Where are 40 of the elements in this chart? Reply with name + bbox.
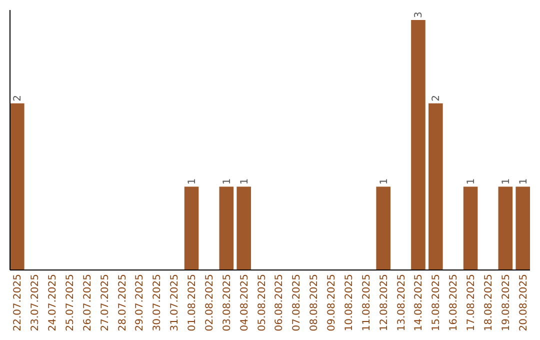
- x-tick-label: 23.07.2025: [30, 274, 42, 332]
- x-tick-label: 06.08.2025: [274, 274, 286, 332]
- x-tick-label: 20.08.2025: [518, 274, 530, 332]
- x-tick-label: 05.08.2025: [256, 274, 268, 332]
- x-tick-label: 09.08.2025: [326, 274, 338, 332]
- x-tick-label: 12.08.2025: [378, 274, 390, 332]
- x-tick-label: 03.08.2025: [222, 274, 233, 332]
- x-tick-label: 22.07.2025: [12, 274, 24, 332]
- x-tick-label: 29.07.2025: [134, 274, 146, 332]
- x-tick-label: 08.08.2025: [309, 274, 320, 332]
- data-label: 1: [378, 178, 390, 185]
- data-label: 1: [500, 178, 512, 185]
- data-label: 2: [431, 94, 442, 102]
- data-label: 3: [414, 12, 425, 18]
- x-tick-label: 26.07.2025: [82, 274, 94, 332]
- x-tick-label: 10.08.2025: [344, 274, 355, 332]
- x-tick-label: 28.07.2025: [117, 274, 128, 332]
- x-tick-label: 04.08.2025: [239, 274, 250, 332]
- x-tick-label: 13.08.2025: [396, 274, 408, 332]
- x-tick-label: 19.08.2025: [500, 274, 512, 332]
- x-tick-label: 24.07.2025: [48, 274, 59, 332]
- x-tick-label: 02.08.2025: [204, 274, 216, 332]
- x-tick-label: 07.08.2025: [292, 274, 303, 332]
- data-label: 1: [187, 178, 198, 185]
- x-tick-label: 27.07.2025: [100, 274, 111, 332]
- data-label: 2: [12, 94, 24, 102]
- x-tick-label: 11.08.2025: [361, 274, 372, 332]
- x-tick-label: 18.08.2025: [483, 274, 494, 332]
- data-label: 1: [518, 178, 530, 185]
- x-tick-label: 16.08.2025: [448, 274, 460, 332]
- x-tick-label: 31.07.2025: [170, 274, 181, 332]
- data-label: 1: [239, 178, 250, 185]
- x-tick-label: 25.07.2025: [64, 274, 76, 332]
- data-label: 1: [466, 178, 478, 185]
- x-tick-label: 17.08.2025: [466, 274, 478, 332]
- x-tick-label: 30.07.2025: [152, 274, 164, 332]
- x-tick-label: 15.08.2025: [431, 274, 442, 332]
- x-tick-label: 14.08.2025: [414, 274, 425, 332]
- data-label: 1: [222, 178, 233, 185]
- x-tick-label: 01.08.2025: [187, 274, 198, 332]
